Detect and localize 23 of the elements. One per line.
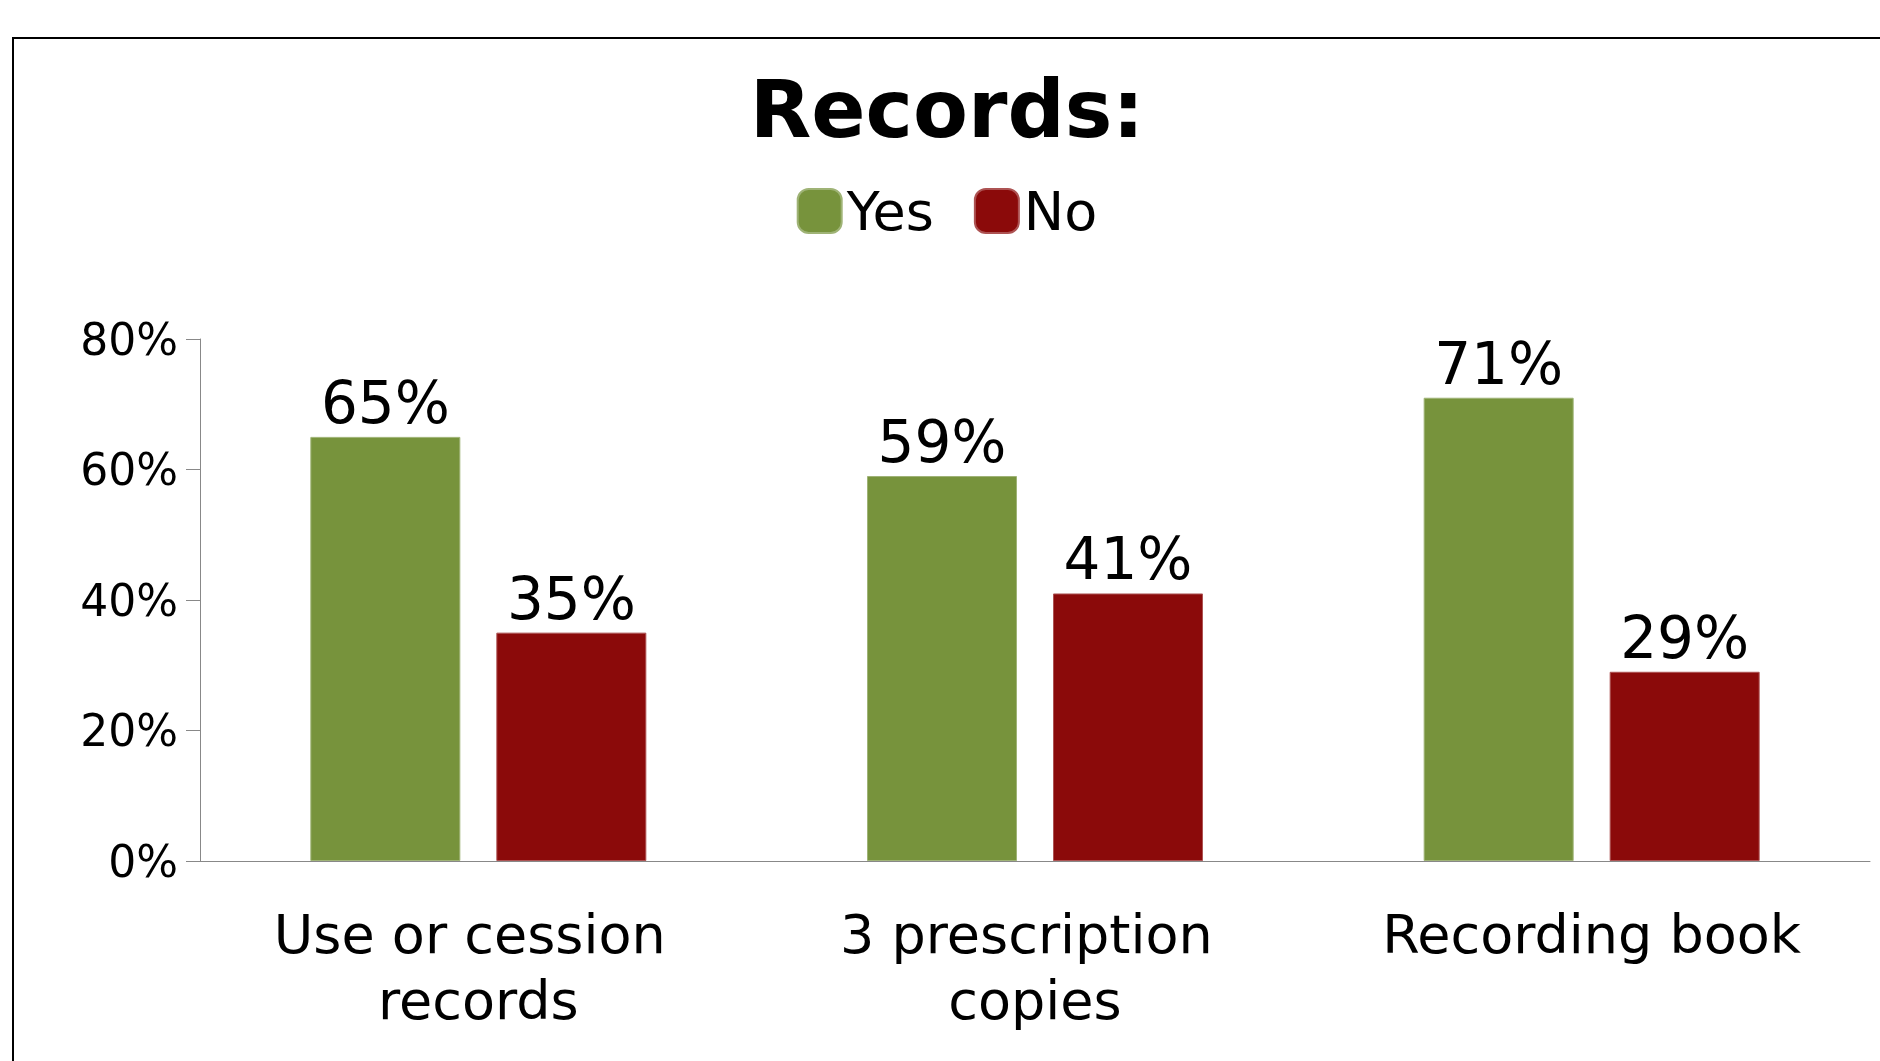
x-tick-label: Use or cession records [273, 902, 683, 1032]
chart-title: Records: [749, 62, 1145, 156]
data-label: 65% [320, 368, 450, 437]
y-tick-label: 80% [80, 313, 178, 365]
y-tick-label: 20% [80, 705, 178, 756]
data-label: 29% [1620, 603, 1750, 672]
data-label: 41% [1063, 525, 1193, 594]
bar [1423, 397, 1574, 861]
legend-label: No [1023, 179, 1098, 243]
y-tick-label: 0% [108, 835, 178, 887]
y-tick-label: 40% [80, 574, 178, 626]
data-label: 35% [506, 564, 636, 633]
x-tick-label: Recording book [1382, 902, 1802, 966]
bar [1053, 593, 1203, 861]
bar [867, 476, 1017, 861]
bar [496, 632, 647, 861]
data-label: 71% [1434, 329, 1564, 398]
legend-label: Yes [845, 179, 934, 243]
bar [1609, 671, 1760, 861]
x-tick-label: 3 prescription copies [840, 902, 1230, 1032]
data-label: 59% [877, 408, 1007, 477]
bar [310, 436, 461, 861]
y-tick-label: 60% [80, 444, 178, 495]
